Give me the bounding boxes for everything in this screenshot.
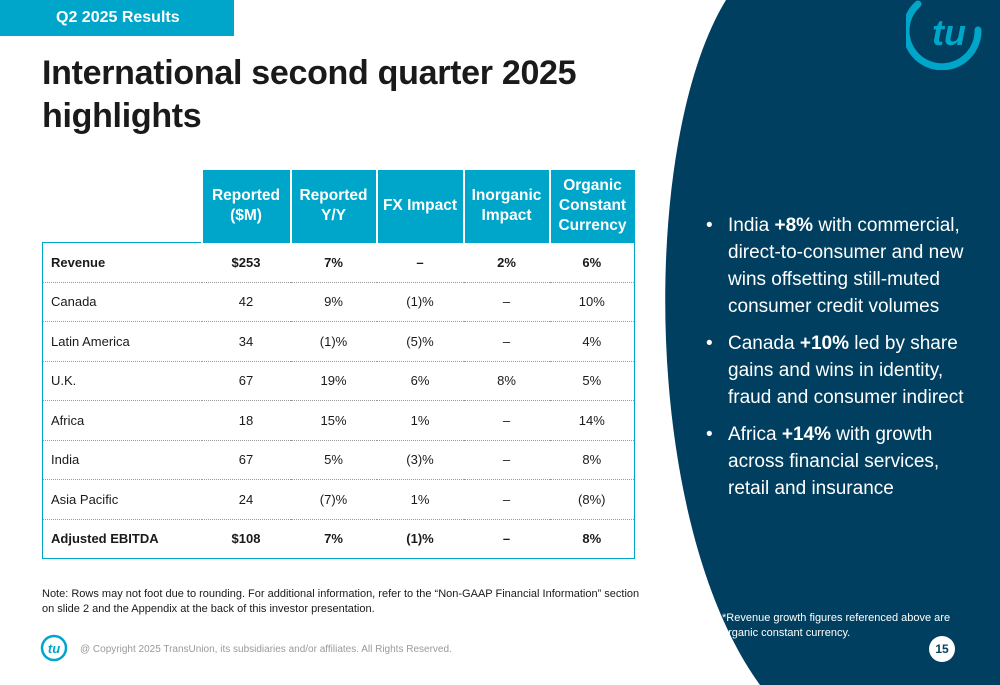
table-cell: (1)% [290, 321, 377, 362]
table-cell: 34 [201, 321, 291, 362]
table-cell: (1)% [376, 282, 464, 322]
column-header: Inorganic Impact [462, 170, 550, 243]
table-cell: – [376, 242, 464, 283]
table-cell: – [463, 400, 550, 441]
table-cell: 18 [201, 400, 291, 441]
page-title: International second quarter 2025 highli… [42, 54, 577, 135]
table-cell: 42 [201, 282, 291, 322]
table-cell: 24 [201, 479, 291, 520]
highlights-list: • India +8% with commercial, direct-to-co… [706, 212, 976, 512]
bullet-highlight: +8% [774, 215, 814, 236]
row-label: Adjusted EBITDA [42, 519, 202, 559]
table-cell: 67 [201, 361, 291, 401]
table-cell: 4% [549, 321, 635, 362]
table-cell: 5% [549, 361, 635, 401]
table-cell: (3)% [376, 440, 464, 480]
table-cell: – [463, 440, 550, 480]
highlight-bullet: • Africa +14% with growth across financia… [706, 421, 976, 502]
table-row: Asia Pacific 24 (7)% 1% – (8%) [42, 479, 635, 520]
transunion-logo-icon: tu [40, 634, 68, 662]
table-cell: 7% [290, 242, 377, 283]
table-cell: 8% [463, 361, 550, 401]
row-label: Revenue [42, 242, 202, 283]
row-label: Latin America [42, 321, 202, 362]
table-row: Canada 42 9% (1)% –10% [42, 282, 635, 322]
bullet-lead: Africa [728, 424, 782, 445]
table-cell: – [463, 282, 550, 322]
transunion-logo-icon: tu [906, 0, 982, 70]
table-cell: 2% [463, 242, 550, 283]
table-row: U.K. 67 19% 6% 8% 5% [42, 361, 635, 401]
table-cell: 67 [201, 440, 291, 480]
column-header: Reported ($M) [200, 170, 291, 243]
bullet-dot: • [706, 424, 713, 445]
bullet-highlight: +14% [781, 424, 831, 445]
table-cell: 1% [376, 479, 464, 520]
table-cell: 8% [549, 440, 635, 480]
table-cell: (8%) [549, 479, 635, 520]
table-cell: 14% [549, 400, 635, 441]
table-cell: 9% [290, 282, 377, 322]
table-note: Note: Rows may not foot due to rounding.… [42, 588, 640, 615]
table-cell: 6% [376, 361, 464, 401]
table-cell: 6% [549, 242, 635, 283]
table-cell: $108 [201, 519, 291, 559]
table-cell: 5% [290, 440, 377, 480]
table-cell: – [463, 479, 550, 520]
table-cell: – [463, 321, 550, 362]
row-label: India [42, 440, 202, 480]
table-cell: 15% [290, 400, 377, 441]
column-header: Organic Constant Currency [548, 170, 635, 243]
table-cell: 7% [290, 519, 377, 559]
row-label: Canada [42, 282, 202, 322]
table-row: India 67 5% (3)% –8% [42, 440, 635, 480]
bullet-text: with growth across financial services, r… [728, 424, 940, 499]
table-cell: (5)% [376, 321, 464, 362]
table-row: Africa 18 15% 1% –14% [42, 400, 635, 441]
bullet-highlight: +10% [799, 333, 849, 354]
footnote: *Revenue growth figures referenced above… [722, 612, 951, 639]
svg-text:tu: tu [932, 12, 966, 53]
table-cell: – [463, 519, 550, 559]
bullet-lead: Canada [728, 333, 800, 354]
copyright-text: @ Copyright 2025 TransUnion, its subsidi… [80, 644, 452, 655]
bullet-dot: • [706, 333, 713, 354]
table-header-row: Reported ($M) Reported Y/Y FX Impact Ino… [42, 170, 635, 243]
table-row: Adjusted EBITDA $108 7% (1)% –8% [42, 519, 635, 559]
highlight-bullet: • India +8% with commercial, direct-to-co… [706, 212, 976, 320]
table-cell: $253 [201, 242, 291, 283]
table-row: Revenue $253 7% –2% 6% [42, 242, 635, 283]
column-header: FX Impact [375, 170, 464, 243]
bullet-text: led by share gains and wins in identity,… [728, 333, 964, 408]
financial-table: Reported ($M) Reported Y/Y FX Impact Ino… [42, 170, 635, 559]
table-cell: 19% [290, 361, 377, 401]
table-cell: 1% [376, 400, 464, 441]
table-corner [42, 170, 202, 243]
table-row: Latin America 34 (1)% (5)% –4% [42, 321, 635, 362]
highlight-bullet: • Canada +10% led by share gains and wins… [706, 330, 976, 411]
bullet-dot: • [706, 215, 713, 236]
page-number: 15 [929, 636, 955, 662]
footer-logo-text: tu [48, 641, 60, 656]
row-label: Africa [42, 400, 202, 441]
section-tag: Q2 2025 Results [0, 0, 234, 36]
table-cell: (7)% [290, 479, 377, 520]
column-header: Reported Y/Y [289, 170, 377, 243]
row-label: U.K. [42, 361, 202, 401]
bullet-lead: India [728, 215, 775, 236]
table-cell: 10% [549, 282, 635, 322]
table-cell: (1)% [376, 519, 464, 559]
row-label: Asia Pacific [42, 479, 202, 520]
table-cell: 8% [549, 519, 635, 559]
bullet-text: with commercial, direct-to-consumer and … [728, 215, 964, 317]
